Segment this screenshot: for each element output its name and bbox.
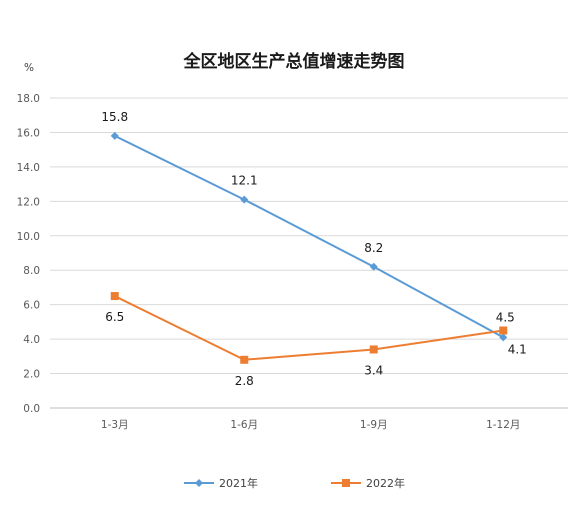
y-tick-label-6: 12.0	[17, 196, 40, 208]
legend: 2021年 2022年	[184, 476, 405, 490]
y-tick-label-8: 16.0	[17, 127, 40, 139]
series-lines	[110, 131, 508, 364]
legend-label-1: 2022年	[366, 476, 405, 490]
series-1-point-1	[240, 355, 249, 364]
series-line-0	[114, 134, 504, 339]
gridlines	[50, 97, 568, 375]
data-label-series-1-point-3: 4.5	[496, 311, 515, 325]
series-0-point-1	[240, 195, 249, 204]
series-0-point-0	[110, 131, 119, 140]
axes: 0.0 2.0 4.0 6.0 8.0 10.0 12.0 14.0 16.0 18.0 1-3月 1…	[17, 93, 568, 431]
y-tick-label-1: 2.0	[23, 369, 40, 381]
series-0-point-3	[499, 333, 508, 342]
data-label-series-1-point-1: 2.8	[235, 374, 254, 388]
x-tick-label-0: 1-3月	[101, 419, 129, 431]
x-tick-label-2: 1-9月	[360, 419, 388, 431]
legend-marker-1	[342, 479, 350, 487]
y-tick-label-3: 6.0	[23, 300, 40, 312]
y-tick-label-2: 4.0	[23, 334, 40, 346]
series-1-point-3	[499, 326, 508, 335]
data-label-series-1-point-0: 6.5	[105, 310, 124, 324]
data-label-series-0-point-3: 4.1	[508, 342, 527, 356]
y-tick-label-0: 0.0	[23, 403, 40, 415]
x-tick-label-1: 1-6月	[230, 419, 258, 431]
data-labels: 15.8 12.1 8.2 4.1 6.5 2.8 3.4 4.5	[101, 110, 526, 388]
series-line-1	[114, 295, 504, 361]
data-label-series-1-point-2: 3.4	[364, 363, 383, 377]
series-1-point-0	[110, 292, 119, 301]
y-tick-label-9: 18.0	[17, 93, 40, 105]
y-tick-label-4: 8.0	[23, 265, 40, 277]
series-0-point-2	[369, 262, 378, 271]
data-label-series-0-point-0: 15.8	[101, 110, 128, 124]
y-axis-unit-label: %	[24, 62, 34, 74]
legend-marker-0	[195, 479, 203, 487]
x-tick-label-3: 1-12月	[486, 419, 520, 431]
data-label-series-0-point-2: 8.2	[364, 241, 383, 255]
y-tick-label-7: 14.0	[17, 162, 40, 174]
series-1-point-2	[369, 345, 378, 354]
y-tick-label-5: 10.0	[17, 231, 40, 243]
chart-title: 全区地区生产总值增速走势图	[183, 51, 405, 72]
data-label-series-0-point-1: 12.1	[231, 174, 258, 188]
legend-label-0: 2021年	[219, 476, 258, 490]
